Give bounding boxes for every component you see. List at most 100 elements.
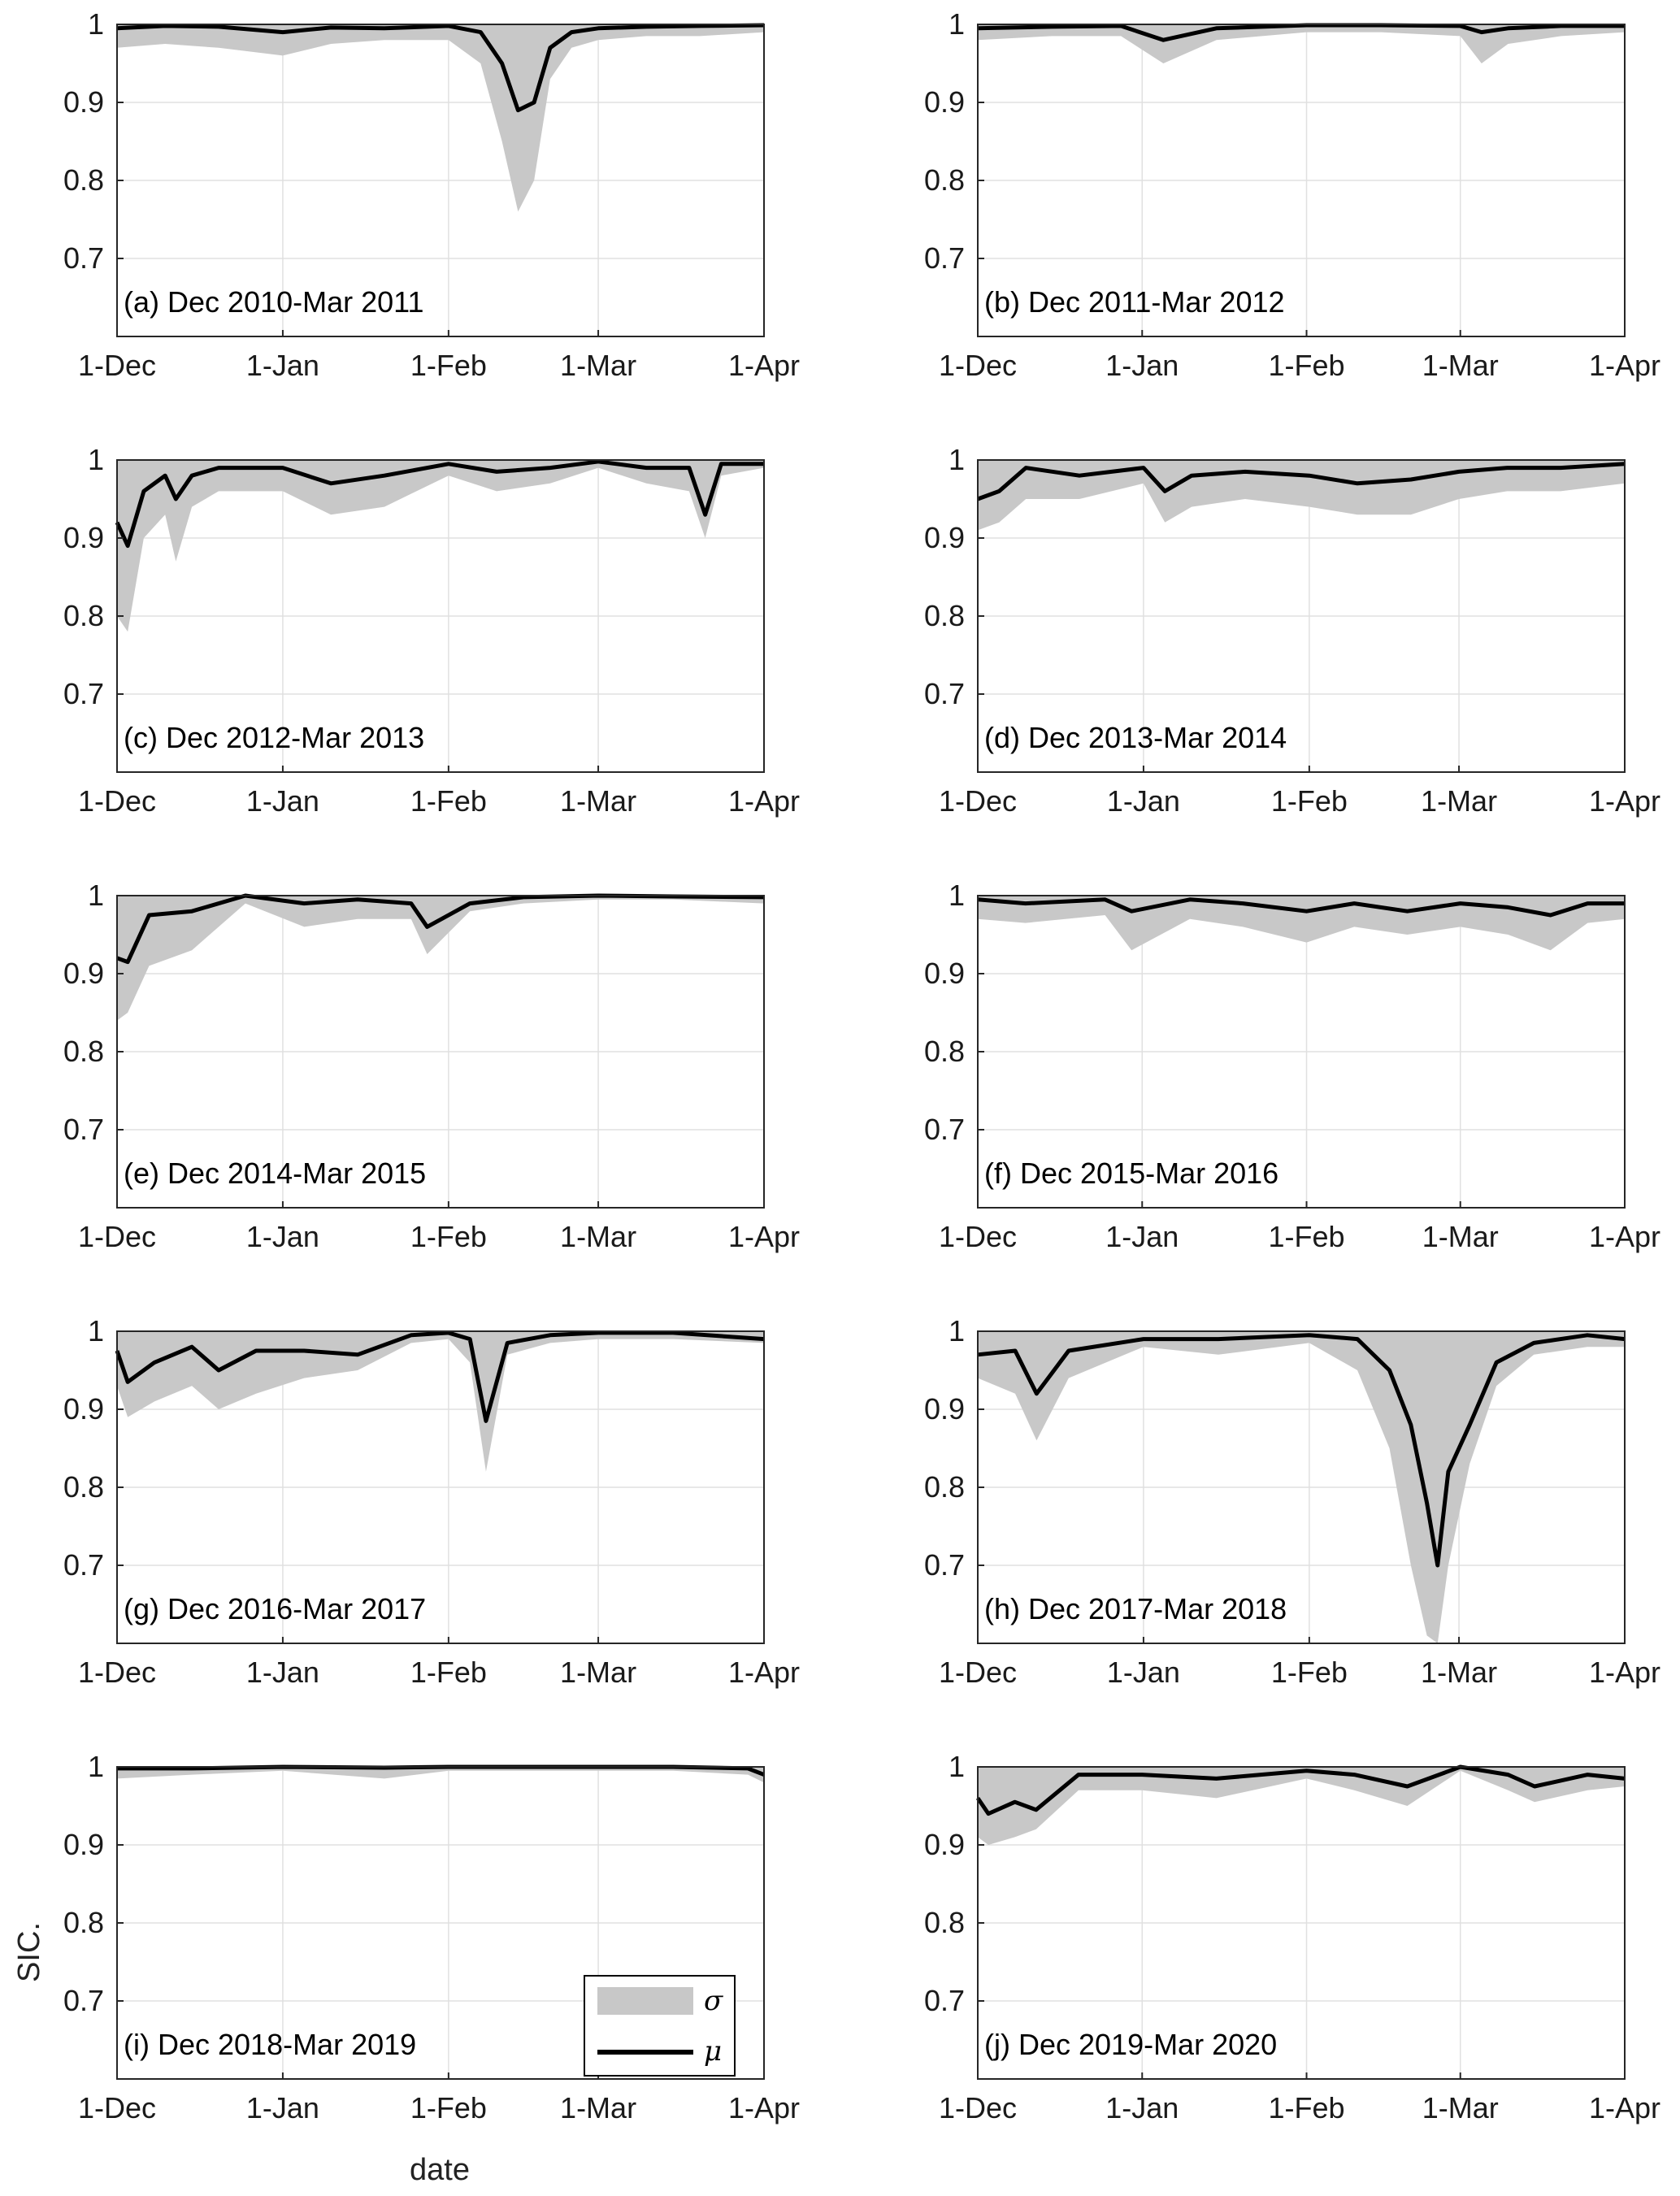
y-tick-label: 0.7 xyxy=(63,1113,104,1146)
mean-line xyxy=(115,459,764,549)
y-tick-label: 0.9 xyxy=(924,957,965,990)
x-tick-label: 1-Mar xyxy=(1421,1656,1497,1689)
x-tick-label: 1-Dec xyxy=(939,349,1017,382)
x-tick-label: 1-Dec xyxy=(939,1656,1017,1689)
y-tick-label: 0.7 xyxy=(63,1984,104,2017)
mean-line xyxy=(977,462,1626,501)
x-tick-label: 1-Dec xyxy=(78,784,156,818)
y-tick-label: 0.9 xyxy=(63,521,104,554)
x-tick-label: 1-Apr xyxy=(728,349,800,382)
y-tick-label: 0.9 xyxy=(63,1828,104,1861)
x-tick-label: 1-Mar xyxy=(560,349,636,382)
y-tick-label: 1 xyxy=(88,443,104,476)
x-tick-label: 1-Mar xyxy=(1422,349,1499,382)
x-tick-label: 1-Apr xyxy=(1589,1220,1660,1253)
x-tick-label: 1-Mar xyxy=(560,784,636,818)
y-tick-label: 0.8 xyxy=(63,163,104,197)
panel-e: 1-Dec 1-Jan 1-Feb 1-Mar 1-Apr 0.7 0.8 0.9 1 (e) D… xyxy=(63,879,800,1253)
legend: σ μ xyxy=(584,1975,736,2077)
sigma-band xyxy=(978,460,1625,531)
panel-label: (h) Dec 2017-Mar 2018 xyxy=(984,1592,1287,1625)
x-tick-label: 1-Jan xyxy=(1107,1656,1180,1689)
x-tick-label: 1-Feb xyxy=(1271,784,1348,818)
y-tick-label: 0.7 xyxy=(63,677,104,710)
x-tick-label: 1-Jan xyxy=(1105,2091,1179,2124)
x-tick-label: 1-Mar xyxy=(560,1220,636,1253)
x-tick-label: 1-Feb xyxy=(1269,1220,1345,1253)
panel-label: (b) Dec 2011-Mar 2012 xyxy=(984,285,1285,319)
y-tick-label: 0.9 xyxy=(63,85,104,119)
sigma-band xyxy=(117,896,764,1021)
x-tick-label: 1-Apr xyxy=(728,2091,800,2124)
panel-label: (e) Dec 2014-Mar 2015 xyxy=(124,1157,426,1190)
mean-line xyxy=(975,1764,1626,1816)
x-tick-label: 1-Jan xyxy=(246,1220,319,1253)
y-tick-label: 0.9 xyxy=(924,85,965,119)
x-tick-label: 1-Feb xyxy=(410,1656,487,1689)
y-tick-label: 1 xyxy=(88,879,104,912)
y-tick-label: 1 xyxy=(88,1314,104,1348)
panel-label: (c) Dec 2012-Mar 2013 xyxy=(124,721,424,754)
panel-i: 1-Dec 1-Jan 1-Feb 1-Mar 1-Apr 0.7 0.8 0.9 1 (i) D… xyxy=(63,1750,800,2124)
y-tick-label: 0.8 xyxy=(63,1906,104,1939)
x-tick-label: 1-Dec xyxy=(78,1656,156,1689)
x-tick-label: 1-Dec xyxy=(939,784,1017,818)
panel-g: 1-Dec 1-Jan 1-Feb 1-Mar 1-Apr 0.7 0.8 0.9 1 (g) D… xyxy=(63,1314,800,1689)
y-tick-label: 0.8 xyxy=(63,599,104,632)
x-tick-label: 1-Apr xyxy=(728,1220,800,1253)
x-tick-label: 1-Jan xyxy=(246,1656,319,1689)
x-tick-label: 1-Jan xyxy=(1105,349,1179,382)
y-tick-label: 0.8 xyxy=(63,1470,104,1504)
panel-c: 1-Dec 1-Jan 1-Feb 1-Mar 1-Apr 0.7 0.8 0.9 1 (c) D… xyxy=(63,443,800,818)
x-tick-label: 1-Dec xyxy=(78,1220,156,1253)
x-tick-label: 1-Apr xyxy=(1589,2091,1660,2124)
y-tick-label: 0.7 xyxy=(924,1984,965,2017)
sigma-band xyxy=(117,460,764,632)
x-tick-label: 1-Mar xyxy=(1422,2091,1499,2124)
legend-sigma-label: σ xyxy=(704,1985,723,2017)
y-tick-label: 0.9 xyxy=(63,1392,104,1426)
y-tick-label: 1 xyxy=(949,1314,965,1348)
legend-band-swatch xyxy=(597,1987,693,2015)
y-tick-label: 1 xyxy=(949,879,965,912)
x-tick-label: 1-Mar xyxy=(560,2091,636,2124)
y-tick-label: 1 xyxy=(88,1750,104,1783)
panel-label: (j) Dec 2019-Mar 2020 xyxy=(984,2028,1277,2061)
x-tick-label: 1-Feb xyxy=(1269,2091,1345,2124)
x-tick-label: 1-Apr xyxy=(1589,1656,1660,1689)
x-tick-label: 1-Dec xyxy=(78,349,156,382)
y-tick-label: 0.9 xyxy=(924,1828,965,1861)
y-tick-label: 0.7 xyxy=(924,1548,965,1582)
mean-line xyxy=(977,897,1625,918)
x-tick-label: 1-Feb xyxy=(1269,349,1345,382)
mean-line xyxy=(977,1333,1626,1568)
sigma-band xyxy=(117,1331,764,1472)
y-tick-label: 1 xyxy=(88,7,104,41)
x-tick-label: 1-Feb xyxy=(1271,1656,1348,1689)
x-tick-label: 1-Jan xyxy=(246,784,319,818)
sigma-band xyxy=(978,24,1625,63)
y-tick-label: 0.9 xyxy=(924,1392,965,1426)
x-tick-label: 1-Apr xyxy=(1589,349,1660,382)
y-tick-label: 1 xyxy=(949,1750,965,1783)
x-tick-label: 1-Mar xyxy=(1421,784,1497,818)
x-axis-title: date xyxy=(410,2153,470,2187)
panel-d: 1-Dec 1-Jan 1-Feb 1-Mar 1-Apr 0.7 0.8 0.9 1 (d) D… xyxy=(924,443,1660,818)
x-tick-label: 1-Mar xyxy=(1422,1220,1499,1253)
y-tick-label: 0.9 xyxy=(924,521,965,554)
mean-line xyxy=(116,23,765,113)
x-tick-label: 1-Feb xyxy=(410,2091,487,2124)
y-tick-label: 0.8 xyxy=(924,163,965,197)
y-tick-label: 1 xyxy=(949,443,965,476)
mean-line xyxy=(115,1330,765,1423)
x-tick-label: 1-Jan xyxy=(1105,1220,1179,1253)
panel-j: 1-Dec 1-Jan 1-Feb 1-Mar 1-Apr 0.7 0.8 0.9 1 (j) D… xyxy=(924,1750,1660,2124)
y-tick-label: 0.9 xyxy=(63,957,104,990)
y-tick-label: 0.8 xyxy=(924,1906,965,1939)
panel-f: 1-Dec 1-Jan 1-Feb 1-Mar 1-Apr 0.7 0.8 0.9 1 (f) D… xyxy=(924,879,1660,1253)
sigma-band xyxy=(978,1767,1625,1845)
y-tick-label: 0.7 xyxy=(924,241,965,275)
panel-a: 1-Dec 1-Jan 1-Feb 1-Mar 1-Apr 0.7 0.8 0.9 1 (a) D… xyxy=(63,7,800,382)
y-tick-label: 0.7 xyxy=(63,1548,104,1582)
x-tick-label: 1-Apr xyxy=(728,784,800,818)
